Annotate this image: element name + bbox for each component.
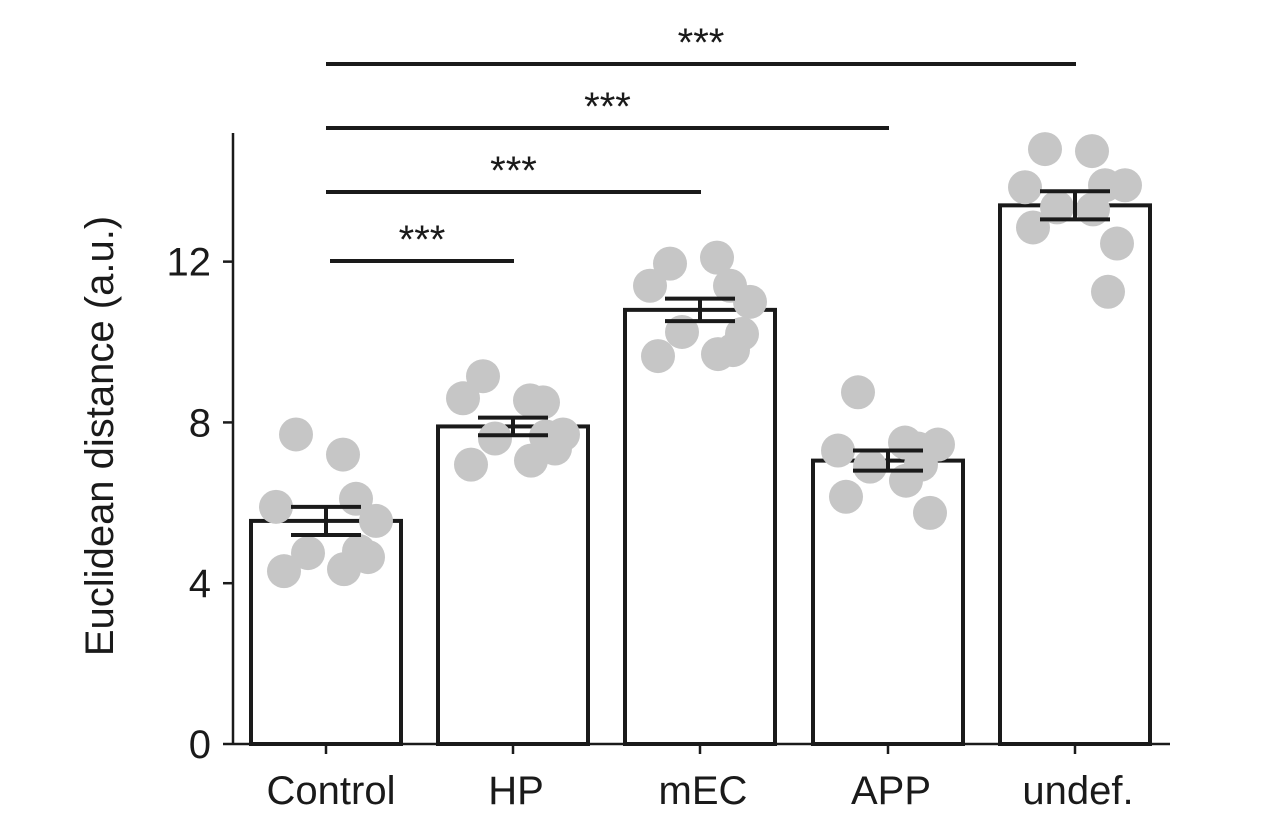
data-point: [279, 417, 313, 452]
data-point: [821, 433, 855, 468]
data-point: [446, 381, 480, 416]
data-point: [913, 495, 947, 530]
data-point: [700, 240, 734, 275]
data-point: [1028, 132, 1062, 167]
y-tick-label: 12: [167, 241, 212, 285]
data-point: [1100, 226, 1134, 261]
data-point: [716, 333, 750, 368]
data-point: [359, 503, 393, 538]
data-point: [641, 339, 675, 374]
bar-undef: [998, 203, 1152, 746]
data-point: [454, 447, 488, 482]
data-point: [841, 375, 875, 410]
bar-mec: [623, 307, 777, 746]
y-tick-label: 0: [189, 723, 211, 767]
data-point: [1091, 274, 1125, 309]
y-tick-label: 4: [189, 562, 211, 606]
data-point: [733, 284, 767, 319]
data-point: [267, 554, 301, 589]
data-point: [291, 536, 325, 571]
data-point: [1075, 134, 1109, 169]
x-tick-label: Control: [267, 769, 396, 813]
significance-label: ***: [584, 85, 631, 129]
data-point: [478, 421, 512, 456]
data-point: [326, 437, 360, 472]
data-point: [853, 449, 887, 484]
data-point: [653, 246, 687, 281]
data-point: [904, 447, 938, 482]
y-axis-title: Euclidean distance (a.u.): [78, 216, 122, 656]
x-tick-label: mEC: [659, 769, 748, 813]
data-point: [466, 359, 500, 394]
data-point: [633, 268, 667, 303]
data-point: [1040, 190, 1074, 225]
data-point: [259, 489, 293, 524]
significance-label: ***: [678, 21, 725, 65]
data-point: [526, 385, 560, 420]
x-tick-label: APP: [851, 769, 931, 813]
data-point: [665, 314, 699, 349]
significance-label: ***: [399, 218, 446, 262]
data-point: [1016, 210, 1050, 245]
data-point: [829, 479, 863, 514]
data-point: [1108, 168, 1142, 203]
data-point: [1008, 170, 1042, 205]
x-tick-label: undef.: [1022, 769, 1133, 813]
y-tick-label: 8: [189, 401, 211, 445]
significance-label: ***: [490, 149, 537, 193]
x-tick-label: HP: [488, 769, 544, 813]
data-point: [342, 534, 376, 569]
